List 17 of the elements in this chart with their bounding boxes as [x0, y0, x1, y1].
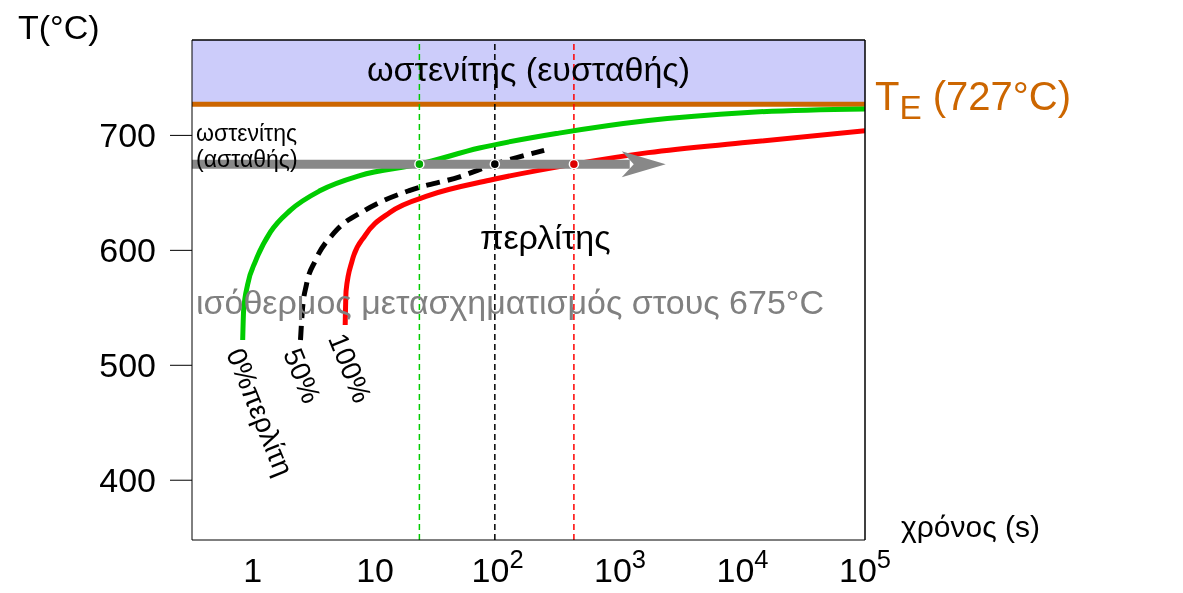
x-tick-label: 10$^{3}$	[594, 545, 647, 589]
y-axis-title: T(°C)	[18, 8, 100, 47]
y-tick-label: 400	[99, 461, 156, 500]
text: 100%	[321, 329, 378, 408]
band-label: ωστενίτης (ευσταθής)	[365, 50, 691, 90]
ref-line-label: T$_{E}$ (727°C)	[875, 74, 1072, 128]
x-tick-label: 1	[243, 551, 263, 589]
x-tick-label: 10$^{2}$	[471, 545, 524, 589]
y-tick-label: 600	[99, 231, 156, 270]
annotation: ωστενίτης (ασταθής)	[196, 120, 299, 173]
x-tick-label: 10$^{5}$	[838, 545, 892, 589]
y-tick-label: 700	[99, 116, 156, 155]
annotation: περλίτης	[480, 218, 611, 258]
x-tick-label: 10$^{4}$	[716, 545, 769, 589]
x-tick-label: 10	[356, 551, 394, 589]
y-tick-label: 500	[99, 346, 156, 385]
x-axis-title: χρόνος (s)	[901, 510, 1040, 544]
